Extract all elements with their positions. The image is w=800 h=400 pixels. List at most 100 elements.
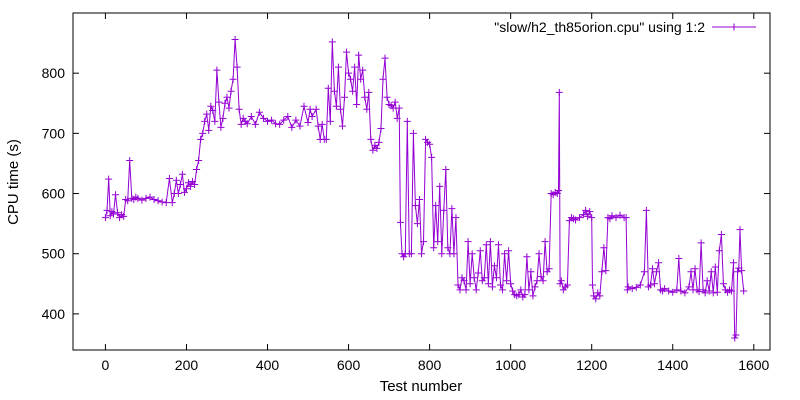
data-point [341,93,349,101]
data-point [347,75,355,83]
data-point [243,120,251,128]
data-point [205,126,213,134]
data-point [280,116,288,124]
data-point [150,196,158,204]
data-point [600,244,608,252]
data-point [438,250,446,258]
data-point [219,114,227,122]
data-point [651,280,659,288]
data-point [106,212,114,220]
data-point [533,277,541,285]
data-point [409,129,417,137]
legend-label: "slow/h2_th85orion.cpu" using 1:2 [494,19,705,35]
data-point [201,117,209,125]
data-point [355,51,363,59]
data-point [276,120,284,128]
data-point [665,287,673,295]
data-point [365,88,373,96]
data-point [525,286,533,294]
data-point [407,250,415,258]
x-tick-label: 1200 [576,357,607,373]
data-point [484,280,492,288]
y-tick-label: 500 [42,246,66,262]
data-point [389,104,397,112]
data-point [707,268,715,276]
data-point [312,105,320,113]
y-tick-label: 700 [42,125,66,141]
data-point [588,214,596,222]
data-point [673,286,681,294]
data-point [363,105,371,113]
data-point [616,211,624,219]
data-point [326,117,334,125]
data-point [168,199,176,207]
data-point [247,113,255,121]
data-point [486,238,494,246]
data-point [182,185,190,193]
data-point [466,280,474,288]
data-point [448,205,456,213]
data-point [715,247,723,255]
data-point [701,289,709,297]
data-point [474,269,482,277]
data-point [288,123,296,131]
data-point [418,250,425,258]
data-point [596,292,604,300]
data-point [705,287,713,295]
data-point [655,259,663,267]
data-point [527,268,535,276]
data-point [460,277,468,285]
data-point [403,117,411,125]
data-point [622,214,630,222]
data-point [142,194,150,202]
data-point [146,193,154,201]
data-point [691,265,699,273]
data-point [555,88,563,96]
data-point [669,288,677,296]
data-point [197,135,205,143]
data-point [623,286,631,294]
data-point [646,281,654,289]
data-point [472,286,480,294]
data-point [162,199,170,207]
data-point [264,117,272,125]
data-point [462,286,470,294]
data-point [304,119,312,127]
data-point [440,206,448,214]
data-point [586,208,594,216]
data-point [134,194,142,202]
legend-marker [730,23,738,31]
data-point [732,331,740,339]
data-point [642,206,650,214]
data-point [738,267,746,275]
data-point [711,263,719,271]
data-point [442,165,450,173]
data-point [612,214,620,222]
data-point [229,75,237,83]
data-point [383,93,391,101]
data-point [580,211,588,219]
data-point [223,93,231,101]
data-point [490,262,498,270]
data-point [703,277,711,285]
y-axis-title: CPU time (s) [5,139,22,225]
data-point [501,250,509,258]
data-point [259,114,267,122]
data-point [556,280,564,288]
data-point [345,69,353,77]
data-point [592,295,600,303]
data-point [521,291,529,299]
data-point [268,116,276,124]
data-point [343,48,351,56]
data-point [624,283,632,291]
ticks-group: 0 200 400 600 800 1000 1200 1400 1600 400 500 600 70… [42,13,770,373]
data-point [120,212,128,220]
data-point [357,75,365,83]
data-point [251,120,259,128]
data-point [395,104,403,112]
x-tick-label: 1000 [495,357,526,373]
data-point [393,114,401,122]
data-point [541,238,549,246]
data-point [103,206,111,214]
